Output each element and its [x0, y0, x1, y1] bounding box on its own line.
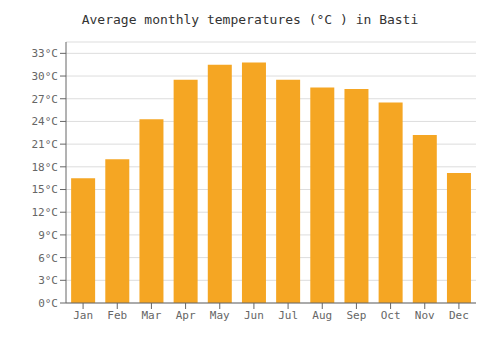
- svg-text:Jan: Jan: [73, 309, 93, 322]
- svg-text:18°C: 18°C: [32, 161, 59, 174]
- svg-text:Sep: Sep: [346, 309, 366, 322]
- svg-text:May: May: [210, 309, 230, 322]
- svg-text:Mar: Mar: [141, 309, 161, 322]
- svg-text:30°C: 30°C: [32, 70, 59, 83]
- svg-text:Dec: Dec: [449, 309, 469, 322]
- svg-text:9°C: 9°C: [38, 229, 58, 242]
- svg-text:33°C: 33°C: [32, 47, 59, 60]
- svg-text:Jul: Jul: [278, 309, 298, 322]
- svg-text:12°C: 12°C: [32, 206, 59, 219]
- svg-text:0°C: 0°C: [38, 297, 58, 310]
- svg-text:Jun: Jun: [244, 309, 264, 322]
- svg-text:Apr: Apr: [176, 309, 196, 322]
- svg-text:Oct: Oct: [381, 309, 401, 322]
- svg-text:6°C: 6°C: [38, 252, 58, 265]
- svg-text:3°C: 3°C: [38, 274, 58, 287]
- svg-text:Nov: Nov: [415, 309, 435, 322]
- svg-text:21°C: 21°C: [32, 138, 59, 151]
- svg-text:27°C: 27°C: [32, 93, 59, 106]
- svg-text:Aug: Aug: [312, 309, 332, 322]
- svg-text:15°C: 15°C: [32, 183, 59, 196]
- svg-text:Feb: Feb: [107, 309, 127, 322]
- html-text:Average monthly temperatures (: Average monthly temperatures (°C ) in Ba…: [81, 12, 419, 27]
- svg-text:24°C: 24°C: [32, 115, 59, 128]
